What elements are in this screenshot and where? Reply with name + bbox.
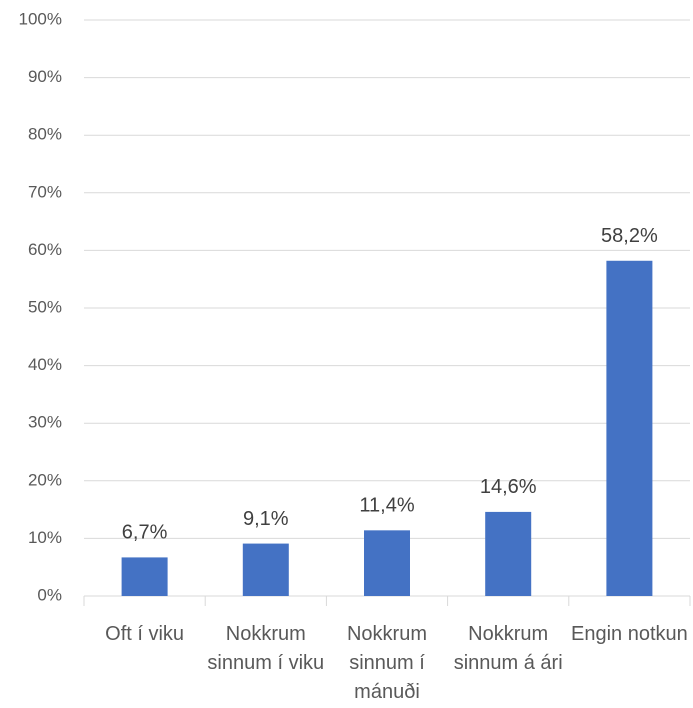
x-tick-label-box: Nokkrum sinnum á ári — [453, 623, 563, 674]
bar — [606, 260, 653, 596]
y-tick-label: 60% — [28, 240, 62, 259]
data-label: 14,6% — [480, 476, 537, 498]
y-tick-label: 80% — [28, 125, 62, 144]
y-tick-label: 0% — [37, 585, 62, 604]
y-tick-label: 10% — [28, 528, 62, 547]
x-tick-label: Oft í viku — [105, 623, 185, 645]
y-tick-label: 40% — [28, 355, 62, 374]
data-label: 6,7% — [122, 522, 168, 544]
x-tick-label-box: Oft í viku — [105, 623, 185, 645]
bar — [364, 530, 410, 596]
bar — [242, 543, 289, 596]
data-label: 11,4% — [359, 495, 414, 517]
x-tick-label: Nokkrum sinnum í mánuði — [346, 623, 427, 703]
data-label: 9,1% — [243, 508, 289, 530]
x-tick-label: Nokkrum sinnum á ári — [453, 623, 563, 674]
x-tick-label: Nokkrum sinnum í viku — [207, 623, 325, 674]
y-tick-label: 50% — [28, 297, 62, 316]
x-tick-label-box: Engin notkun — [571, 623, 688, 645]
bar — [121, 557, 168, 596]
y-tick-label: 30% — [28, 413, 62, 432]
x-tick-label-box: Nokkrum sinnum í viku — [207, 623, 325, 674]
y-tick-label: 20% — [28, 470, 62, 489]
x-tick-label: Engin notkun — [571, 623, 688, 645]
y-tick-label: 70% — [28, 182, 62, 201]
bar — [485, 511, 532, 596]
y-tick-label: 100% — [19, 9, 62, 28]
y-tick-label: 90% — [28, 67, 62, 86]
data-label: 58,2% — [601, 225, 658, 247]
x-tick-label-box: Nokkrum sinnum í mánuði — [346, 623, 427, 703]
